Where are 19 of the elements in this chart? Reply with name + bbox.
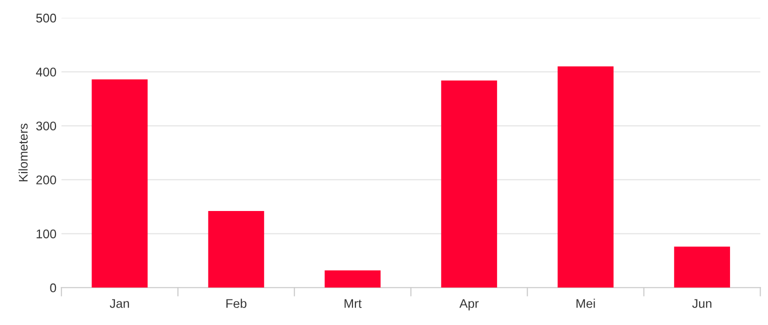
bar bbox=[558, 66, 614, 288]
bar bbox=[92, 79, 148, 288]
y-axis-title: Kilometers bbox=[18, 124, 28, 182]
x-tick-label: Jan bbox=[110, 299, 129, 308]
x-tick-label: Apr bbox=[459, 299, 479, 310]
bar bbox=[324, 270, 381, 288]
x-tick-label: Mrt bbox=[344, 299, 362, 308]
y-tick-label: 0 bbox=[50, 283, 56, 292]
bar bbox=[208, 211, 264, 288]
x-tick-label: Jun bbox=[692, 299, 712, 308]
y-tick-label: 500 bbox=[36, 14, 56, 23]
y-tick-label: 400 bbox=[36, 68, 56, 76]
x-tick-label: Feb bbox=[226, 298, 246, 308]
bar bbox=[441, 80, 498, 288]
bar bbox=[674, 246, 730, 288]
y-tick-label: 300 bbox=[36, 122, 56, 130]
y-tick-label: 200 bbox=[36, 176, 56, 184]
x-tick-label: Mei bbox=[576, 298, 595, 308]
y-tick-label: 100 bbox=[36, 229, 56, 238]
